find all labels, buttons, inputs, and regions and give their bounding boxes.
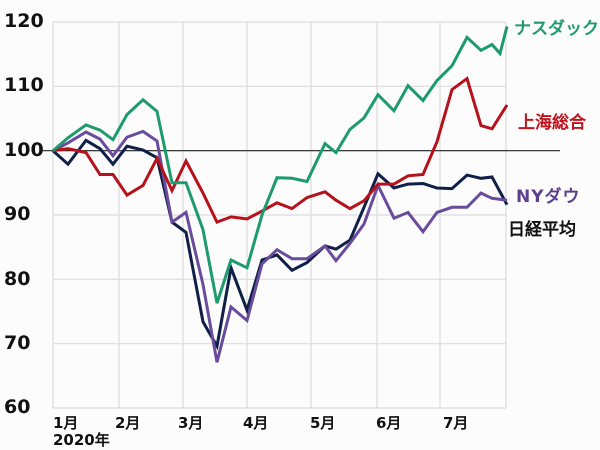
legend-nasdaq: ナスダック (514, 19, 599, 39)
y-tick-70: 70 (4, 332, 31, 354)
series-line (51, 138, 509, 351)
x-tick-feb: 2月 (115, 414, 141, 432)
legend-shanghai: 上海総合 (518, 113, 586, 133)
x-tick-apr: 4月 (243, 414, 269, 432)
series-line (52, 76, 509, 224)
x-tick-may: 5月 (310, 414, 336, 432)
series-line (52, 129, 508, 363)
series-line (52, 26, 509, 304)
y-tick-120: 120 (4, 10, 44, 32)
x-tick-mar: 3月 (178, 414, 204, 432)
y-tick-110: 110 (4, 74, 44, 96)
x-tick-jan: 1月 (53, 414, 79, 432)
x-tick-jul: 7月 (443, 414, 469, 432)
y-tick-90: 90 (4, 203, 31, 225)
y-tick-80: 80 (4, 268, 31, 290)
x-tick-jun: 6月 (376, 414, 402, 432)
y-tick-60: 60 (4, 396, 31, 418)
x-year-label: 2020年 (53, 431, 110, 449)
series-lines (51, 26, 509, 363)
legend-nikkei: 日経平均 (508, 220, 576, 240)
y-tick-100: 100 (4, 139, 44, 161)
legend-nydow: NYダウ (516, 187, 581, 207)
